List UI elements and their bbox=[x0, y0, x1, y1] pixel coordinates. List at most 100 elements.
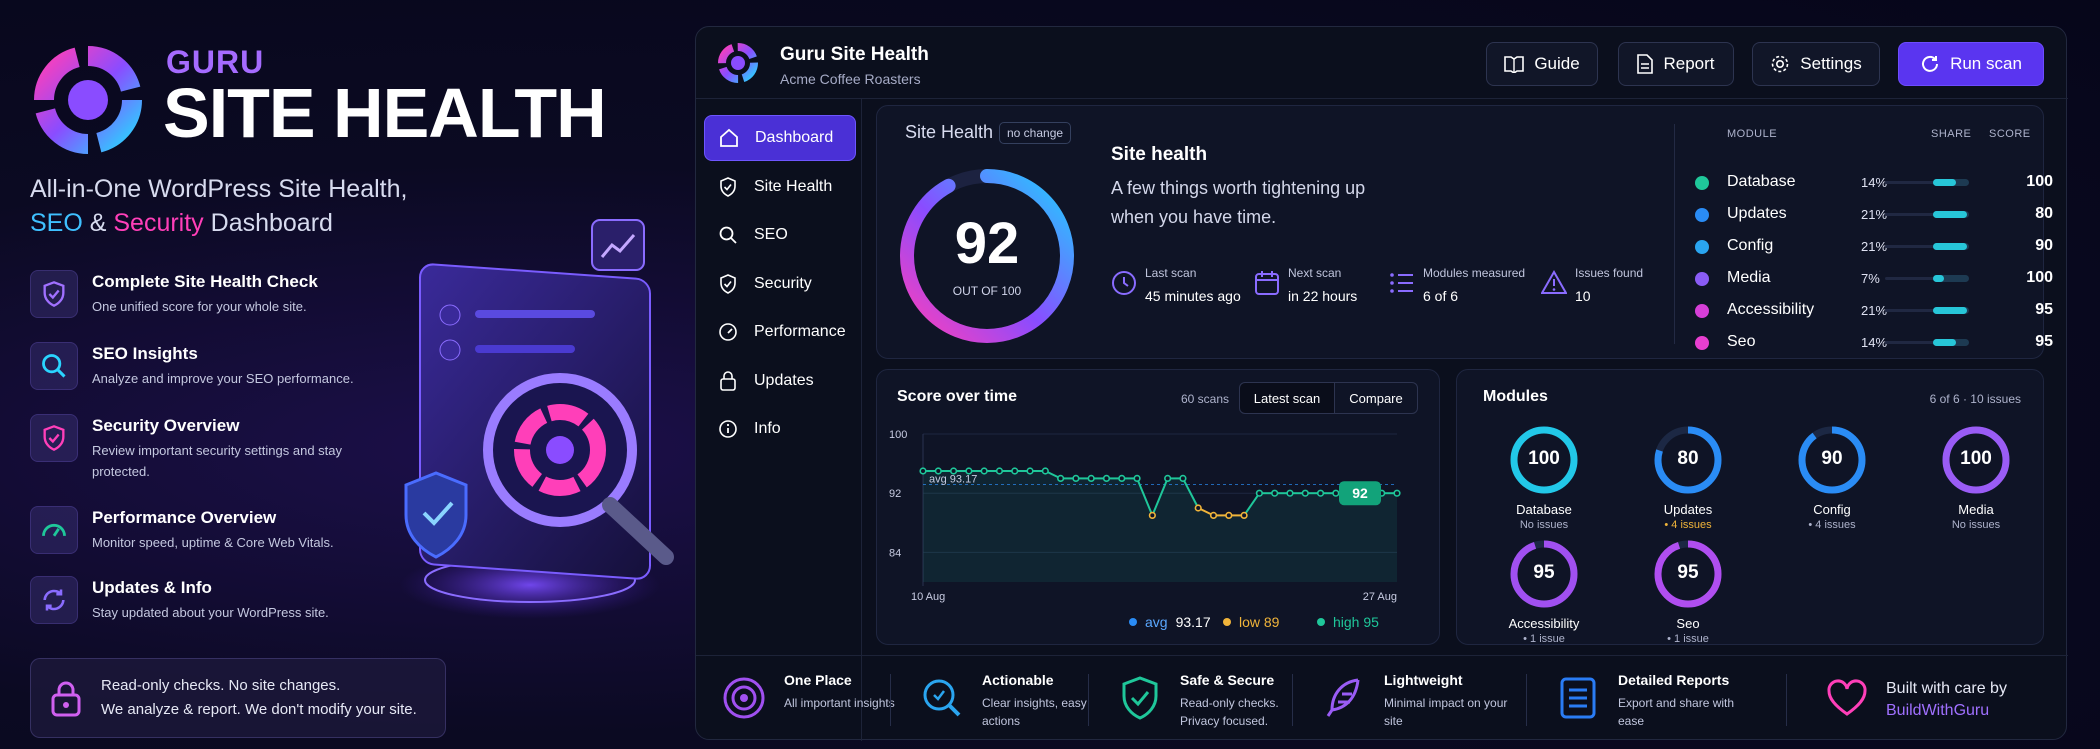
legend-avg: avg 93.17 bbox=[1129, 614, 1211, 630]
feature-title: SEO Insights bbox=[92, 344, 198, 363]
module-card[interactable]: 100 Database No issues bbox=[1479, 426, 1609, 538]
modules-count: 6 of 6 · 10 issues bbox=[1929, 392, 2021, 406]
sidebar-item-performance[interactable]: Performance bbox=[704, 309, 856, 355]
sidebar-item-updates[interactable]: Updates bbox=[704, 358, 856, 404]
data-point bbox=[995, 467, 1004, 475]
module-ring bbox=[1510, 426, 1578, 494]
feature-desc: Monitor speed, uptime & Core Web Vitals. bbox=[92, 535, 334, 550]
search-icon bbox=[719, 226, 737, 244]
module-row[interactable]: Database 14% 100 bbox=[1695, 168, 2053, 198]
sidebar-item-dashboard[interactable]: Dashboard bbox=[704, 115, 856, 161]
legend-high-dot bbox=[1317, 618, 1325, 626]
module-name: Media bbox=[1958, 502, 1994, 517]
module-color-dot bbox=[1695, 240, 1709, 254]
module-card[interactable]: 95 Accessibility • 1 issue bbox=[1479, 540, 1609, 652]
data-point bbox=[1133, 474, 1141, 483]
tagline-dashboard: Dashboard bbox=[203, 209, 333, 237]
data-point bbox=[1209, 511, 1218, 519]
module-ring bbox=[1942, 426, 2010, 494]
tab-compare[interactable]: Compare bbox=[1334, 382, 1418, 414]
module-row[interactable]: Accessibility 21% 95 bbox=[1695, 296, 2053, 326]
home-icon bbox=[720, 128, 738, 147]
document-icon bbox=[1554, 674, 1602, 722]
module-score: 95 bbox=[2035, 333, 2053, 350]
readonly-line1: Read-only checks. No site changes. bbox=[101, 677, 341, 694]
clock-icon bbox=[1112, 271, 1136, 295]
avg-label: avg 93.17 bbox=[929, 474, 977, 486]
data-point bbox=[1102, 474, 1111, 483]
warning-icon bbox=[1541, 270, 1567, 294]
module-card[interactable]: 100 Media No issues bbox=[1911, 426, 2041, 538]
module-ring bbox=[1654, 540, 1722, 608]
tab-latest-scan[interactable]: Latest scan bbox=[1239, 382, 1335, 414]
module-card[interactable]: 95 Seo • 1 issue bbox=[1623, 540, 1753, 652]
share-track bbox=[1885, 309, 1935, 312]
module-score: 80 bbox=[1677, 448, 1699, 469]
footer-item-title: Safe & Secure bbox=[1180, 672, 1275, 688]
tagline: All-in-One WordPress Site Health, SEO & … bbox=[30, 172, 450, 240]
sidebar-item-site-health[interactable]: Site Health bbox=[704, 164, 856, 210]
sidebar-item-info[interactable]: Info bbox=[704, 406, 856, 452]
logo-ring-icon bbox=[34, 46, 142, 154]
module-row[interactable]: Updates 21% 80 bbox=[1695, 200, 2053, 230]
legend-avg-dot bbox=[1129, 618, 1137, 626]
sidebar-item-label: Performance bbox=[754, 323, 846, 340]
module-score: 100 bbox=[2026, 173, 2053, 190]
module-name: Seo bbox=[1676, 616, 1700, 631]
feature-footer: One Place All important insights Actiona… bbox=[696, 655, 2068, 741]
data-point bbox=[1087, 474, 1095, 483]
data-point bbox=[1026, 467, 1034, 475]
health-gauge: 92 OUT OF 100 bbox=[895, 164, 1079, 348]
shield-icon bbox=[30, 414, 78, 462]
guide-button[interactable]: Guide bbox=[1486, 42, 1598, 86]
last-value-label: 92 bbox=[1352, 485, 1368, 501]
data-point bbox=[1072, 474, 1080, 483]
module-card[interactable]: 90 Config • 4 issues bbox=[1767, 426, 1897, 538]
data-point bbox=[1255, 489, 1263, 497]
legend-avg-value: 93.17 bbox=[1175, 614, 1211, 630]
sidebar-item-security[interactable]: Security bbox=[704, 261, 856, 307]
module-card[interactable]: 80 Updates • 4 issues bbox=[1623, 426, 1753, 538]
feather-icon bbox=[1320, 674, 1368, 722]
module-name: Accessibility bbox=[1727, 301, 1815, 318]
footer-item-title: Lightweight bbox=[1384, 672, 1463, 688]
module-issues: No issues bbox=[1519, 519, 1569, 531]
series-segment bbox=[1151, 478, 1169, 516]
tagline-seo: SEO bbox=[30, 209, 83, 237]
module-score: 95 bbox=[1533, 562, 1555, 583]
lock-icon bbox=[51, 681, 81, 717]
feature-security: Security Overview Review important secur… bbox=[30, 414, 410, 479]
modules-title: Modules bbox=[1483, 388, 1548, 405]
data-point bbox=[1271, 489, 1279, 497]
shield-icon bbox=[720, 274, 736, 294]
module-share: 21% bbox=[1861, 207, 1888, 222]
module-row[interactable]: Config 21% 90 bbox=[1695, 232, 2053, 262]
share-track bbox=[1885, 277, 1935, 280]
data-point bbox=[934, 467, 942, 475]
built-with-link[interactable]: BuildWithGuru bbox=[1886, 702, 1990, 719]
sidebar-item-seo[interactable]: SEO bbox=[704, 212, 856, 258]
last-value-badge bbox=[1339, 481, 1381, 506]
settings-button[interactable]: Settings bbox=[1752, 42, 1880, 86]
module-issues: • 4 issues bbox=[1808, 519, 1856, 531]
data-point bbox=[1286, 489, 1294, 497]
module-name: Updates bbox=[1727, 205, 1787, 222]
module-issues: • 4 issues bbox=[1664, 519, 1712, 531]
data-point bbox=[1179, 474, 1187, 483]
app-title: Guru Site Health bbox=[780, 44, 929, 65]
run-scan-button[interactable]: Run scan bbox=[1898, 42, 2044, 86]
site-name: Acme Coffee Roasters bbox=[780, 71, 921, 87]
module-row[interactable]: Seo 14% 95 bbox=[1695, 328, 2053, 358]
shield-icon bbox=[720, 177, 736, 197]
report-button[interactable]: Report bbox=[1618, 42, 1734, 86]
tagline-line1: All-in-One WordPress Site Health, bbox=[30, 175, 408, 203]
data-point bbox=[1041, 467, 1049, 475]
target-icon bbox=[720, 674, 768, 722]
chart-title: Score over time bbox=[897, 388, 1018, 405]
feature-desc: Analyze and improve your SEO performance… bbox=[92, 371, 354, 386]
module-score: 95 bbox=[1677, 562, 1699, 583]
module-row[interactable]: Media 7% 100 bbox=[1695, 264, 2053, 294]
footer-separator bbox=[1526, 674, 1527, 726]
data-point bbox=[1301, 489, 1309, 497]
share-bar bbox=[1933, 339, 1969, 346]
